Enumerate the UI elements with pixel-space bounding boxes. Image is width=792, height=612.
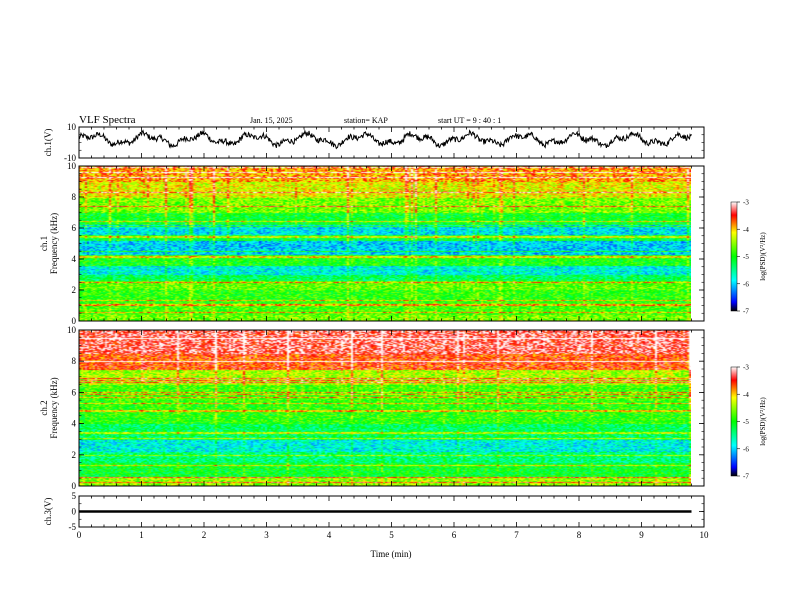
ch1-colorbar-label: log(PSD)(V²/Hz) (759, 232, 767, 281)
colorbar-tick-label: -4 (743, 226, 749, 234)
colorbar-tick-label: -6 (743, 445, 749, 453)
ch1-colorbar-gradient (730, 201, 738, 312)
ch1-channel-label: ch.1 (39, 236, 49, 251)
ch2-colorbar-gradient (730, 366, 738, 477)
y-tick-label: 8 (72, 356, 77, 366)
y-tick-label: 6 (72, 387, 77, 397)
ch1-frequency-ticks: 0 2 4 6 8 10 (67, 161, 704, 326)
colorbar-tick-label: -6 (743, 280, 749, 288)
y-tick-label: 10 (67, 325, 77, 335)
ch1-spectrogram-image (79, 166, 691, 321)
y-tick-label: 4 (72, 254, 77, 264)
y-tick-label: -10 (64, 153, 76, 163)
x-tick-label: 7 (514, 530, 519, 540)
ch2-colorbar: -3 -4 -5 -6 -7 log(PSD)(V²/Hz) (730, 364, 767, 481)
figure-title: VLF Spectra (79, 114, 136, 126)
ch2-spectrogram-panel: 0 2 4 6 8 10 ch.2 Frequency (kHz) (39, 325, 705, 491)
x-tick-label: 2 (202, 530, 207, 540)
ch1-waveform-line (78, 129, 692, 150)
colorbar-tick-label: -4 (743, 391, 749, 399)
y-tick-label: 5 (72, 491, 77, 501)
y-tick-label: -5 (69, 522, 77, 532)
start-time-label: start UT = 9 : 40 : 1 (438, 116, 501, 125)
ch1-yticks: 10 -10 (64, 122, 704, 163)
y-tick-label: 10 (67, 122, 77, 132)
x-tick-label: 10 (700, 530, 710, 540)
colorbar-tick-label: -5 (743, 253, 749, 261)
y-tick-label: 6 (72, 223, 77, 233)
x-tick-label: 0 (77, 530, 82, 540)
colorbar-tick-label: -3 (743, 199, 749, 207)
header: VLF Spectra Jan. 15, 2025 station= KAP s… (79, 114, 501, 126)
ch1-frequency-axis-label: Frequency (kHz) (49, 213, 59, 274)
ch1-colorbar: -3 -4 -5 -6 -7 log(PSD)(V²/Hz) (730, 199, 767, 316)
ch3-yticks: 5 0 -5 (69, 491, 704, 532)
ch1-spectrogram-xticks (78, 166, 705, 321)
ch2-spectrogram-xticks (78, 330, 705, 486)
ch2-frequency-axis-label: Frequency (kHz) (49, 377, 59, 438)
ch1-xticks (78, 127, 705, 158)
x-tick-label: 9 (639, 530, 644, 540)
ch1-waveform-panel: 10 -10 ch.1(V) (43, 122, 705, 163)
colorbar-tick-label: -7 (743, 308, 749, 316)
ch3-xticks: 0 1 2 3 4 5 6 7 8 9 10 (77, 496, 709, 540)
colorbar-tick-label: -5 (743, 418, 749, 426)
ch2-channel-label: ch.2 (39, 400, 49, 415)
x-tick-label: 6 (452, 530, 457, 540)
x-tick-label: 1 (139, 530, 144, 540)
ch2-colorbar-ticks: -3 -4 -5 -6 -7 (737, 364, 749, 481)
ch1-voltage-axis-label: ch.1(V) (43, 129, 53, 157)
ch2-colorbar-label: log(PSD)(V²/Hz) (759, 397, 767, 446)
ch3-waveform-panel: 50-5 ch.3(V) 0 1 2 3 4 5 6 7 8 9 10 Time (min) (43, 491, 709, 559)
ch1-colorbar-ticks: -3 -4 -5 -6 -7 (737, 199, 749, 316)
ch3-voltage-axis-label: ch.3(V) (43, 498, 53, 526)
x-tick-label: 5 (389, 530, 394, 540)
ch2-frequency-ticks: 0 2 4 6 8 10 (67, 325, 704, 491)
colorbar-tick-label: -3 (743, 364, 749, 372)
y-tick-label: 2 (72, 450, 77, 460)
x-tick-label: 8 (577, 530, 582, 540)
y-tick-label: 0 (72, 507, 77, 517)
station-label: station= KAP (344, 116, 388, 125)
y-tick-label: 2 (72, 285, 77, 295)
date-label: Jan. 15, 2025 (250, 116, 293, 125)
x-tick-label: 4 (327, 530, 332, 540)
y-tick-label: 8 (72, 192, 77, 202)
y-tick-label: 10 (67, 161, 77, 171)
ch1-spectrogram-panel: 0 2 4 6 8 10 ch.1 Frequency (kHz) (39, 161, 705, 326)
time-axis-label: Time (min) (371, 549, 412, 559)
y-tick-label: 0 (72, 316, 77, 326)
y-tick-label: 4 (72, 419, 77, 429)
colorbar-tick-label: -7 (743, 473, 749, 481)
ch3-waveform-band (79, 510, 692, 513)
ch2-spectrogram-image (79, 330, 691, 486)
y-tick-label: 0 (72, 481, 77, 491)
x-tick-label: 3 (264, 530, 269, 540)
